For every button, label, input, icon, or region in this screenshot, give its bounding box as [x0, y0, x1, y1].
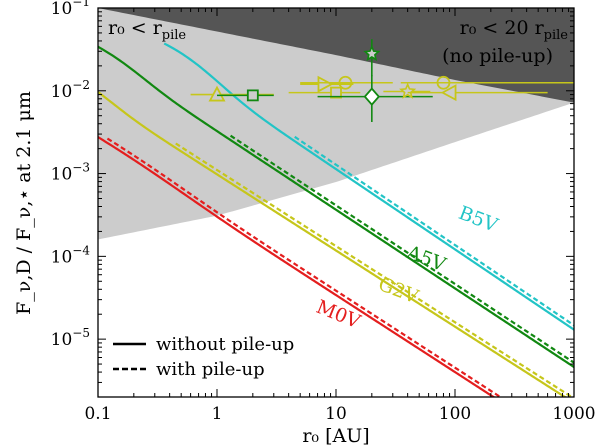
- marker-star: [363, 44, 381, 62]
- x-tick-label: 0.1: [84, 404, 111, 424]
- region-label-inside-pile: r₀ < rpile: [108, 17, 186, 43]
- y-tick-label: 10−4: [51, 243, 91, 267]
- curve-label-g2v: G2V: [375, 273, 421, 308]
- region-label-no-pile-up: r₀ < 20 rpile: [460, 17, 569, 43]
- legend-label: without pile-up: [156, 334, 294, 355]
- marker-diamond: [363, 87, 381, 106]
- axes-frame: 0.1 1 10 100 1000 10−5 10−4 10−3 10−2 10−1: [51, 0, 596, 424]
- observation-point: [400, 75, 574, 90]
- curve-a5v-dashed: [229, 134, 574, 364]
- marker-circle: [338, 75, 353, 90]
- observation-point: [190, 85, 274, 102]
- observation-point: [363, 39, 381, 77]
- marker-star: [399, 82, 417, 99]
- legend-label: with pile-up: [156, 359, 265, 380]
- curve-a5v-solid: [98, 45, 574, 368]
- curve-g2v-solid: [98, 91, 567, 397]
- legend: without pile-up with pile-up: [113, 334, 294, 380]
- observation-point: [407, 84, 548, 102]
- observation-point: [300, 75, 393, 90]
- region-label-no-pile-up-line2: (no pile-up): [442, 45, 553, 67]
- curve-g2v-dashed: [175, 142, 574, 397]
- marker-square: [246, 89, 259, 102]
- marker-square: [330, 86, 342, 99]
- curve-label-m0v: M0V: [313, 296, 363, 333]
- curve-label-b5v: B5V: [456, 202, 501, 237]
- y-tick-label: 10−5: [51, 326, 90, 350]
- curve-m0v-solid: [98, 136, 496, 397]
- shaded-regions: [98, 8, 574, 240]
- marker-triangle-left: [440, 84, 457, 102]
- y-tick-label: 10−3: [51, 161, 90, 185]
- curve-b5v-dashed: [294, 135, 574, 327]
- y-tick-label: 10−1: [51, 0, 90, 19]
- x-tick-label: 1000: [552, 404, 595, 424]
- observations: [190, 39, 574, 122]
- marker-circle: [436, 75, 451, 90]
- curve-label-a5v: A5V: [403, 241, 449, 276]
- x-tick-label: 10: [325, 404, 347, 424]
- observation-point: [288, 86, 361, 99]
- x-axis-title: r₀ [AU]: [302, 425, 369, 447]
- curve-m0v-dashed: [106, 137, 503, 397]
- observation-point: [300, 75, 354, 93]
- observation-point: [317, 75, 433, 122]
- x-tick-label: 1: [212, 404, 223, 424]
- observation-point: [217, 89, 274, 102]
- y-tick-label: 10−2: [51, 78, 90, 102]
- observation-point: [383, 82, 431, 99]
- region-inside-pile-radius: [98, 8, 574, 103]
- y-axis-title: F_ν,D / F_ν,⋆ at 2.1 μm: [13, 91, 35, 315]
- x-tick-label: 100: [439, 404, 471, 424]
- marker-triangle-up: [208, 85, 226, 102]
- marker-triangle-right: [317, 75, 334, 93]
